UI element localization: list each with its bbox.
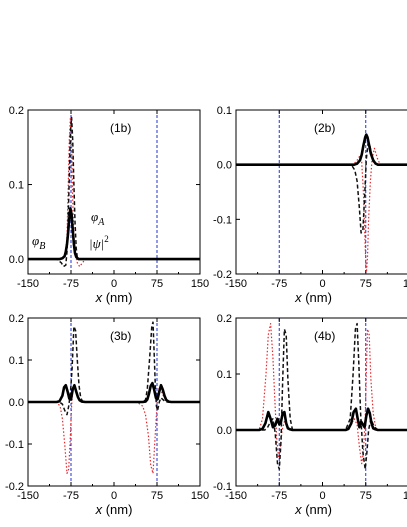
panel-label: (4b) xyxy=(314,329,335,343)
x-axis-label: x (nm) xyxy=(294,502,332,517)
y-tick-label: 0.0 xyxy=(217,160,232,172)
panel-2: -150 -75 0 75 15 0.1 0.0 -0.1 -0.2 (2b) x (nm) xyxy=(213,105,407,305)
x-tick-label: 75 xyxy=(151,278,163,290)
y-tick-label: 0.1 xyxy=(9,355,24,367)
y-tick-label: -0.2 xyxy=(213,269,232,281)
x-axis-label: x (nm) xyxy=(294,290,332,305)
x-tick-label: 15 xyxy=(403,278,407,290)
y-tick-label: 0.0 xyxy=(9,254,24,266)
series-red-dotted xyxy=(28,386,200,474)
panel-label: (1b) xyxy=(110,121,131,135)
y-tick-label: 0.1 xyxy=(217,105,232,117)
y-tick-label: 0.1 xyxy=(9,180,24,192)
x-tick-label: -150 xyxy=(225,490,247,502)
y-tick-label: 0.0 xyxy=(217,425,232,437)
panel-label: (2b) xyxy=(314,121,335,135)
annotation-phiB: φB xyxy=(32,233,45,252)
annotation-psi: |ψ|2 xyxy=(89,234,109,251)
x-tick-label: 150 xyxy=(191,490,209,502)
x-tick-label: 0 xyxy=(319,278,325,290)
plot-frame xyxy=(235,109,407,275)
y-tick-label: -0.1 xyxy=(213,214,232,226)
series-red-dotted xyxy=(236,323,407,465)
series-black-dashed xyxy=(236,322,407,470)
panel-4: -150 -75 0 75 15 0.2 0.1 0.0 -0.1 (4b) x (nm) xyxy=(213,313,407,517)
series-black-thick xyxy=(28,207,200,261)
x-tick-label: 15 xyxy=(403,490,407,502)
x-axis-label: x (nm) xyxy=(95,290,133,305)
x-tick-label: 0 xyxy=(319,490,325,502)
x-tick-label: -75 xyxy=(63,278,79,290)
x-tick-label: 0 xyxy=(111,490,117,502)
y-tick-label: -0.2 xyxy=(5,481,24,493)
y-tick-label: -0.1 xyxy=(213,481,232,493)
x-tick-label: 75 xyxy=(360,490,372,502)
y-tick-label: 0.1 xyxy=(217,369,232,381)
x-tick-label: 0 xyxy=(111,278,117,290)
series-black-dashed xyxy=(28,321,200,416)
x-tick-label: 75 xyxy=(360,278,372,290)
annotation-phiA: φA xyxy=(91,209,105,228)
plot-frame xyxy=(235,317,407,487)
x-axis-label: x (nm) xyxy=(95,502,133,517)
x-tick-label: -75 xyxy=(63,490,79,502)
series-black-thick xyxy=(236,133,407,166)
y-tick-label: 0.0 xyxy=(9,397,24,409)
y-tick-label: 0.2 xyxy=(9,105,24,117)
x-tick-label: -150 xyxy=(17,278,39,290)
y-tick-label: 0.2 xyxy=(9,313,24,325)
y-tick-label: 0.2 xyxy=(217,313,232,325)
panel-3: -150 -75 0 75 150 0.2 0.1 0.0 -0.1 -0.2 (3b) x (nm) xyxy=(5,313,209,517)
series-red-dotted xyxy=(28,116,200,268)
series-black-thick xyxy=(28,381,200,404)
series-red-dotted xyxy=(236,147,407,274)
series-black-thick xyxy=(236,407,407,432)
y-tick-label: -0.1 xyxy=(5,439,24,451)
x-tick-label: 75 xyxy=(151,490,163,502)
panel-label: (3b) xyxy=(110,329,131,343)
x-tick-label: 150 xyxy=(191,278,209,290)
x-tick-label: -75 xyxy=(271,490,287,502)
x-tick-label: -150 xyxy=(17,490,39,502)
series-black-dashed xyxy=(236,142,407,234)
x-tick-label: -75 xyxy=(271,278,287,290)
series-black-dashed xyxy=(28,116,200,268)
x-tick-label: -150 xyxy=(225,278,247,290)
panel-1: -150 -75 0 75 150 0.2 0.1 0.0 (1b) x (nm) φB φA |ψ|2 xyxy=(9,105,209,305)
